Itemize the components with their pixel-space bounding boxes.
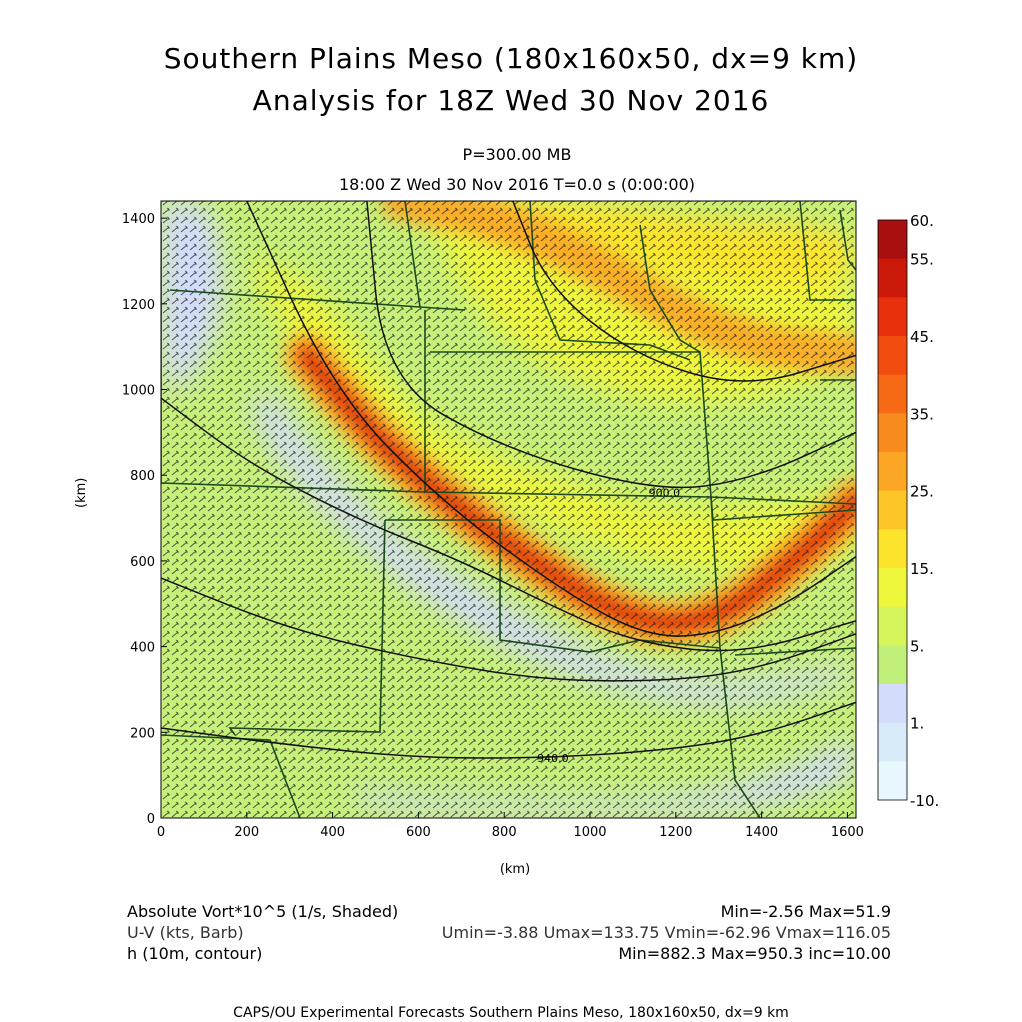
y-tick-label: 600 [130,555,155,570]
chart-title-line2: Analysis for 18Z Wed 30 Nov 2016 [252,84,770,117]
x-tick-label: 200 [234,825,259,840]
wind-barb-field [161,201,856,818]
state-borders [161,201,856,818]
colorbar [877,219,908,801]
height-contour-1 [246,201,856,637]
x-tick-label: 400 [320,825,345,840]
legend-height-label: h (10m, contour) [127,944,263,963]
pressure-level-label: P=300.00 MB [462,145,572,164]
colorbar-label: 25. [910,483,934,501]
legend-wind-label: U-V (kts, Barb) [127,923,244,942]
height-contour-5 [161,701,856,759]
height-contour-label: 900.0 [649,486,681,499]
legend-height-stats: Min=882.3 Max=950.3 inc=10.00 [618,944,891,963]
legend-vorticity-label: Absolute Vort*10^5 (1/s, Shaded) [127,902,399,921]
colorbar-swatch [878,297,907,337]
colorbar-label: 60. [910,212,934,230]
legend-wind-stats: Umin=-3.88 Umax=133.75 Vmin=-62.96 Vmax=… [441,923,891,942]
x-tick-label: 600 [406,825,431,840]
colorbar-swatch [878,529,907,569]
height-contour-2 [512,201,856,382]
colorbar-swatch [878,606,907,646]
colorbar-swatch [878,722,907,762]
x-tick-label: 1200 [659,825,692,840]
y-tick-label: 1200 [122,298,155,313]
y-axis-label: (km) [74,477,89,508]
y-tick-label: 800 [130,469,155,484]
plot-frame [160,200,857,819]
colorbar-label: 5. [910,637,924,655]
y-tick-label: 200 [130,726,155,741]
colorbar-swatch [878,490,907,530]
x-tick-label: 800 [492,825,517,840]
colorbar-swatch [878,761,907,801]
y-tick-label: 1000 [122,384,155,399]
y-tick-label: 1400 [122,212,155,227]
valid-time-label: 18:00 Z Wed 30 Nov 2016 T=0.0 s (0:00:00… [338,175,696,194]
x-tick-label: 1400 [745,825,778,840]
colorbar-swatch [878,645,907,685]
height-contours: 900.0 940.0 [161,201,856,765]
colorbar-label: 1. [910,715,924,733]
x-tick-label: 1000 [573,825,606,840]
colorbar-swatch [878,258,907,298]
colorbar-label: 15. [910,560,934,578]
colorbar-swatch [878,568,907,608]
y-tick-label: 400 [130,641,155,656]
colorbar-label: -10. [910,792,939,810]
colorbar-label: 55. [910,251,934,269]
colorbar-swatch [878,336,907,376]
y-tick-label: 0 [147,812,155,827]
colorbar-swatch [878,413,907,453]
colorbar-label: 35. [910,405,934,423]
colorbar-swatch [878,684,907,724]
height-contour-label: 940.0 [537,752,569,765]
height-contour-0 [366,201,856,489]
colorbar-frame [877,219,908,801]
colorbar-swatch [878,220,907,260]
chart-title-line1: Southern Plains Meso (180x160x50, dx=9 k… [163,42,859,75]
footer-credit: CAPS/OU Experimental Forecasts Southern … [233,1005,789,1021]
x-tick-label: 0 [157,825,165,840]
height-contour-3 [161,397,856,652]
colorbar-swatch [878,374,907,414]
x-axis-label: (km) [499,862,531,877]
height-contour-4 [161,577,856,682]
legend-vorticity-stats: Min=-2.56 Max=51.9 [720,902,891,921]
colorbar-swatch [878,452,907,492]
colorbar-label: 45. [910,328,934,346]
x-tick-label: 1600 [831,825,864,840]
